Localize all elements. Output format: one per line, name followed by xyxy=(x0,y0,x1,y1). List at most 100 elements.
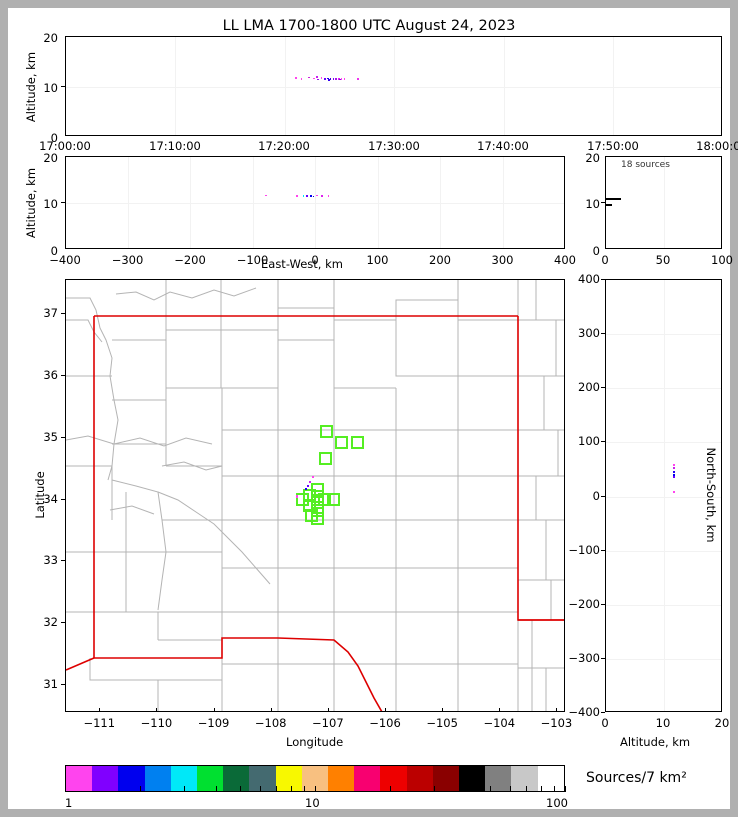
density-cell xyxy=(305,508,319,522)
tick-mark xyxy=(499,708,501,712)
tick-mark xyxy=(327,708,329,712)
axis-label-altitude: Altitude, km xyxy=(24,167,38,239)
tick-label: 200 xyxy=(429,253,451,267)
tick-mark xyxy=(61,313,65,315)
data-point xyxy=(308,481,312,484)
latitude-longitude-map-panel[interactable] xyxy=(65,279,565,712)
tick-label: 32 xyxy=(43,615,58,630)
colorbar-tick xyxy=(553,786,555,792)
tick-label: −110 xyxy=(140,716,173,730)
colorbar-segment xyxy=(328,766,355,791)
altitude-northsouth-panel[interactable] xyxy=(605,279,722,712)
tick-label: −200 xyxy=(174,253,206,267)
data-point xyxy=(304,487,308,491)
tick-label: 0 xyxy=(592,244,600,258)
colorbar-tick xyxy=(489,786,491,792)
colorbar-tick xyxy=(509,786,511,792)
data-point xyxy=(311,476,314,479)
data-point xyxy=(672,491,675,494)
tick-label: 17:00:00 xyxy=(39,139,91,153)
data-point xyxy=(335,78,337,80)
tick-label: 0 xyxy=(601,716,609,730)
density-cell xyxy=(302,499,316,513)
axis-label-altitude: Altitude, km xyxy=(24,51,38,123)
data-point xyxy=(317,78,319,81)
tick-label: 0 xyxy=(311,253,319,267)
tick-mark xyxy=(61,560,65,562)
east-west-height-panel[interactable] xyxy=(65,156,565,249)
tick-label: 20 xyxy=(585,151,600,165)
tick-label: −400 xyxy=(568,705,600,719)
tick-label: 0 xyxy=(50,131,58,145)
altitude-histogram-panel[interactable] xyxy=(605,156,722,249)
tick-label: 300 xyxy=(578,326,600,341)
tick-label: −300 xyxy=(111,253,144,267)
tick-mark xyxy=(385,708,386,712)
tick-label: 100 xyxy=(711,253,733,267)
tick-label: 100 xyxy=(366,253,389,267)
gridline xyxy=(504,37,505,135)
colorbar-tick xyxy=(565,786,566,792)
data-point xyxy=(296,195,299,197)
data-point xyxy=(265,194,267,197)
tick-mark xyxy=(601,603,605,605)
tick-mark xyxy=(601,549,605,551)
colorbar-segment xyxy=(511,766,538,791)
density-cell xyxy=(350,436,364,450)
colorbar-segment xyxy=(223,766,250,791)
data-point xyxy=(338,78,340,80)
tick-label: −104 xyxy=(483,716,516,730)
data-point xyxy=(295,495,298,498)
tick-mark xyxy=(61,374,65,376)
tick-label: 37 xyxy=(43,306,58,321)
data-point xyxy=(295,77,297,79)
colorbar-segment xyxy=(275,766,302,791)
colorbar-segment xyxy=(432,766,460,791)
data-point xyxy=(306,484,309,488)
colorbar-segment xyxy=(354,766,381,791)
colorbar-segment xyxy=(92,766,119,791)
figure-canvas: LL LMA 1700-1800 UTC August 24, 2023 20 … xyxy=(8,8,738,810)
data-point xyxy=(332,78,335,80)
colorbar-tick xyxy=(526,786,528,792)
colorbar-segment xyxy=(459,766,486,791)
data-point xyxy=(672,464,675,466)
tick-mark xyxy=(601,441,605,443)
density-cell xyxy=(334,436,348,450)
source-count-annotation: 18 sources xyxy=(621,160,670,170)
tick-label: 17:30:00 xyxy=(368,139,420,153)
colorbar-segment xyxy=(144,766,171,791)
colorbar-tick xyxy=(315,786,316,792)
tick-label: 10 xyxy=(43,197,58,211)
data-point xyxy=(338,78,341,81)
page-title: LL LMA 1700-1800 UTC August 24, 2023 xyxy=(222,18,516,34)
data-point xyxy=(343,78,346,80)
tick-label: 18:00:00 xyxy=(696,139,738,153)
data-point xyxy=(672,476,675,478)
tick-mark xyxy=(270,708,272,712)
density-cell xyxy=(319,425,333,439)
tick-label: 200 xyxy=(578,380,600,395)
colorbar-unit-label: Sources/7 km² xyxy=(586,770,687,786)
data-point xyxy=(306,195,309,197)
colorbar-segment xyxy=(485,766,512,791)
colorbar-tick xyxy=(215,786,217,792)
tick-mark xyxy=(213,708,215,712)
time-height-panel[interactable] xyxy=(65,36,722,136)
tick-mark xyxy=(61,498,65,500)
density-cell xyxy=(310,496,324,510)
tick-label: 35 xyxy=(43,429,58,444)
colorbar-tick xyxy=(65,786,66,792)
colorbar-segment xyxy=(249,766,276,791)
tick-label: −106 xyxy=(369,716,401,730)
colorbar-tick xyxy=(184,786,186,792)
tick-label: −300 xyxy=(568,650,600,665)
colorbar-max-label: 100 xyxy=(546,796,568,810)
colorbar-segment xyxy=(170,766,198,791)
density-cell xyxy=(318,452,332,466)
tick-label: 50 xyxy=(655,253,671,267)
axis-label-north-south: North-South, km xyxy=(704,447,718,543)
colorbar-tick xyxy=(276,786,278,792)
tick-label: 33 xyxy=(43,553,58,568)
colorbar-segment xyxy=(380,766,407,791)
